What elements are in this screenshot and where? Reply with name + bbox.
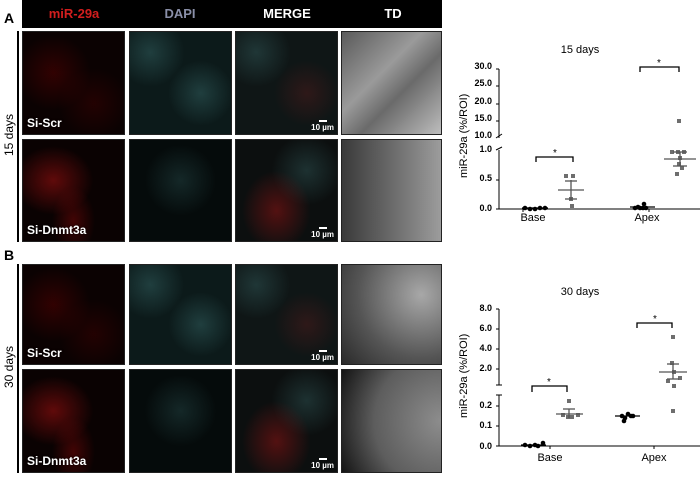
- y-tick: 0.0: [479, 203, 492, 213]
- image-15d-scr-td: [341, 31, 442, 135]
- image-30d-dnmt3a-merge: 10 µm: [235, 369, 338, 473]
- image-30d-dnmt3a-dapi: [129, 369, 232, 473]
- image-15d-scr-mir29a: Si-Scr: [22, 31, 125, 135]
- panel-letter-b: B: [4, 247, 15, 263]
- header-td: TD: [384, 6, 402, 21]
- image-15d-scr-merge: 10 µm: [235, 31, 338, 135]
- image-30d-dnmt3a-mir29a: Si-Dnmt3a: [22, 369, 125, 473]
- svg-text:*: *: [553, 148, 557, 159]
- header-mir29a: miR-29a: [48, 6, 100, 21]
- y-tick: 0.1: [479, 420, 492, 430]
- y-tick: 30.0: [474, 61, 492, 71]
- y-tick: 4.0: [479, 343, 492, 353]
- x-category-apex: Apex: [641, 452, 667, 464]
- x-category-base: Base: [520, 212, 546, 224]
- image-30d-dnmt3a-td: [341, 369, 442, 473]
- row-label-si-dnmt3a: Si-Dnmt3a: [27, 223, 87, 237]
- chart-15-days: 15 days miR-29a (%/ROI) 30.0 25.0 20.0 1…: [450, 40, 700, 240]
- y-tick: 0.5: [479, 173, 492, 183]
- chart-30-days: 30 days miR-29a (%/ROI) 8.0 6.0 4.0 2.0 …: [450, 280, 700, 478]
- chart-title: 15 days: [560, 44, 600, 56]
- y-tick: 20.0: [474, 96, 492, 106]
- chart-title: 30 days: [560, 286, 600, 298]
- chart-plot-area: * *: [495, 58, 700, 212]
- image-15d-dnmt3a-mir29a: Si-Dnmt3a: [22, 139, 125, 242]
- chart-plot-area: * *: [496, 308, 700, 449]
- x-category-apex: Apex: [634, 212, 660, 224]
- column-header-bar: miR-29a DAPI MERGE TD: [22, 0, 442, 28]
- image-30d-scr-merge: 10 µm: [235, 264, 338, 365]
- row-bar-15-days: [17, 31, 19, 242]
- row-label-si-scr: Si-Scr: [27, 346, 62, 360]
- image-30d-scr-td: [341, 264, 442, 365]
- y-tick: 25.0: [474, 78, 492, 88]
- row-label-30-days: 30 days: [2, 345, 16, 389]
- y-tick: 15.0: [474, 113, 492, 123]
- image-15d-scr-dapi: [129, 31, 232, 135]
- panel-letter-a: A: [4, 10, 15, 26]
- y-tick: 0.2: [479, 400, 492, 410]
- image-30d-scr-mir29a: Si-Scr: [22, 264, 125, 365]
- image-15d-dnmt3a-merge: 10 µm: [235, 139, 338, 242]
- y-tick: 0.0: [479, 441, 492, 451]
- header-dapi: DAPI: [164, 6, 196, 21]
- row-label-si-dnmt3a: Si-Dnmt3a: [27, 454, 87, 468]
- y-tick: 10.0: [474, 130, 492, 140]
- svg-text:*: *: [657, 58, 661, 69]
- image-15d-dnmt3a-td: [341, 139, 442, 242]
- x-category-base: Base: [537, 452, 563, 464]
- header-merge: MERGE: [263, 6, 311, 21]
- scale-bar: 10 µm: [311, 227, 334, 239]
- y-tick: 8.0: [479, 303, 492, 313]
- scale-bar: 10 µm: [311, 350, 334, 362]
- y-tick: 2.0: [479, 363, 492, 373]
- scale-bar: 10 µm: [311, 458, 334, 470]
- scale-bar: 10 µm: [311, 120, 334, 132]
- image-15d-dnmt3a-dapi: [129, 139, 232, 242]
- row-label-si-scr: Si-Scr: [27, 116, 62, 130]
- image-30d-scr-dapi: [129, 264, 232, 365]
- y-tick: 6.0: [479, 323, 492, 333]
- row-label-15-days: 15 days: [2, 113, 16, 157]
- y-tick: 1.0: [479, 144, 492, 154]
- svg-text:*: *: [653, 314, 657, 325]
- svg-text:*: *: [547, 377, 551, 388]
- row-bar-30-days: [17, 264, 19, 473]
